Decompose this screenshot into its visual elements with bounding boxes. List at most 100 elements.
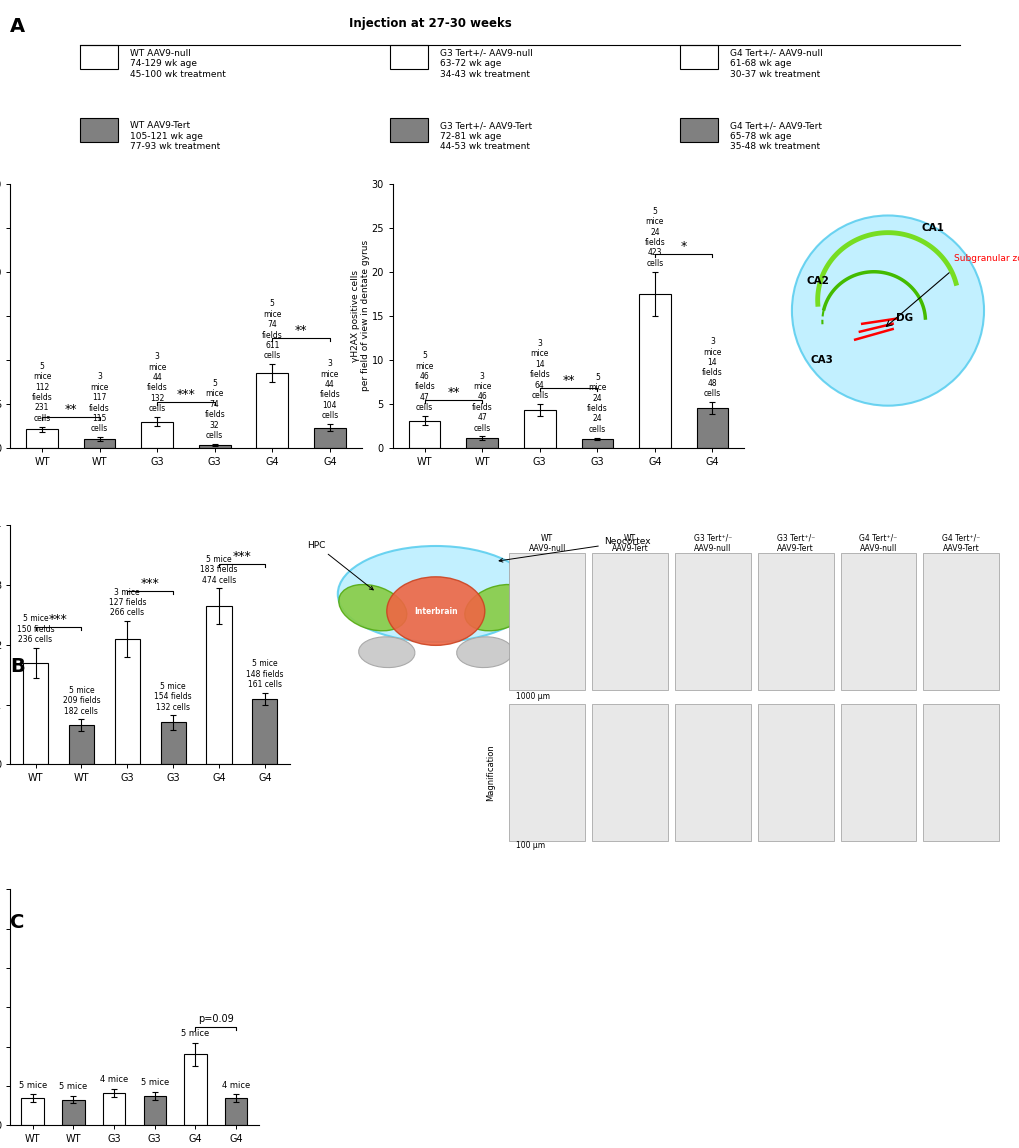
Text: 1000 μm: 1000 μm	[516, 692, 550, 701]
FancyBboxPatch shape	[680, 118, 717, 141]
Text: 5 mice: 5 mice	[18, 1080, 47, 1089]
Text: ***: ***	[141, 577, 159, 590]
Ellipse shape	[359, 637, 415, 668]
Text: 3
mice
117
fields
115
cells: 3 mice 117 fields 115 cells	[89, 372, 110, 434]
Text: ***: ***	[49, 613, 68, 626]
FancyBboxPatch shape	[675, 553, 750, 690]
Bar	[206, 606, 231, 765]
Text: Subgranular zone: Subgranular zone	[953, 254, 1019, 263]
Text: Injection at 27-30 weeks: Injection at 27-30 weeks	[348, 16, 511, 30]
Bar	[696, 409, 728, 448]
Text: CA2: CA2	[805, 277, 828, 286]
Text: **: **	[64, 403, 77, 417]
Text: G4 Tert⁺/⁻
AAV9-Tert: G4 Tert⁺/⁻ AAV9-Tert	[942, 534, 979, 553]
Text: 5 mice
148 fields
161 cells: 5 mice 148 fields 161 cells	[246, 659, 283, 689]
Bar	[142, 421, 173, 448]
Y-axis label: γH2AX positive cells
per field of view in dentate gyrus: γH2AX positive cells per field of view i…	[351, 240, 370, 391]
Bar	[144, 1095, 166, 1125]
Text: C: C	[10, 913, 24, 932]
FancyBboxPatch shape	[592, 704, 667, 840]
Text: Neocortex: Neocortex	[498, 537, 650, 563]
FancyBboxPatch shape	[840, 553, 915, 690]
Bar	[160, 722, 185, 765]
Text: G3 Tert⁺/⁻
AAV9-Tert: G3 Tert⁺/⁻ AAV9-Tert	[775, 534, 814, 553]
Bar	[466, 439, 497, 448]
FancyBboxPatch shape	[508, 553, 585, 690]
Text: 30-37 wk treatment: 30-37 wk treatment	[730, 70, 819, 78]
Text: Interbrain: Interbrain	[414, 606, 458, 615]
Bar	[68, 726, 94, 765]
Bar	[409, 420, 440, 448]
Bar	[524, 410, 555, 448]
FancyBboxPatch shape	[922, 704, 999, 840]
Text: CA3: CA3	[810, 356, 833, 365]
Bar	[224, 1099, 247, 1125]
Text: 4 mice: 4 mice	[100, 1076, 128, 1084]
Ellipse shape	[386, 576, 484, 645]
Text: **: **	[561, 374, 575, 387]
Text: G3 Tert+/- AAV9-Tert: G3 Tert+/- AAV9-Tert	[439, 122, 532, 131]
Text: WT AAV9-null: WT AAV9-null	[130, 48, 191, 57]
Text: 44-53 wk treatment: 44-53 wk treatment	[439, 142, 530, 152]
FancyBboxPatch shape	[389, 118, 428, 141]
Text: DG: DG	[895, 313, 912, 323]
Text: WT
AAV9-Tert: WT AAV9-Tert	[611, 534, 648, 553]
FancyBboxPatch shape	[81, 118, 118, 141]
Text: 61-68 wk age: 61-68 wk age	[730, 60, 791, 68]
Text: 5
mice
74
fields
611
cells: 5 mice 74 fields 611 cells	[262, 300, 282, 360]
FancyBboxPatch shape	[592, 553, 667, 690]
Text: 5 mice: 5 mice	[59, 1081, 88, 1091]
Text: 72-81 wk age: 72-81 wk age	[439, 132, 501, 141]
Bar	[199, 445, 230, 448]
Bar	[314, 428, 345, 448]
Text: 45-100 wk treatment: 45-100 wk treatment	[130, 70, 226, 78]
Text: A: A	[10, 17, 25, 37]
Text: G4 Tert⁺/⁻
AAV9-null: G4 Tert⁺/⁻ AAV9-null	[859, 534, 897, 553]
Text: 34-43 wk treatment: 34-43 wk treatment	[439, 70, 530, 78]
Text: *: *	[680, 240, 686, 254]
FancyBboxPatch shape	[757, 704, 833, 840]
Text: 65-78 wk age: 65-78 wk age	[730, 132, 791, 141]
Text: HPC: HPC	[308, 541, 373, 590]
FancyBboxPatch shape	[922, 553, 999, 690]
Text: 63-72 wk age: 63-72 wk age	[439, 60, 501, 68]
Text: CA1: CA1	[920, 224, 943, 233]
Bar	[114, 638, 140, 765]
Text: G4 Tert+/- AAV9-Tert: G4 Tert+/- AAV9-Tert	[730, 122, 821, 131]
Bar	[103, 1093, 125, 1125]
Text: 3
mice
44
fields
104
cells: 3 mice 44 fields 104 cells	[319, 359, 340, 420]
Bar	[184, 1054, 207, 1125]
Bar	[26, 429, 58, 448]
Text: Magnification: Magnification	[486, 744, 495, 800]
Text: 3
mice
14
fields
48
cells: 3 mice 14 fields 48 cells	[701, 338, 722, 398]
FancyBboxPatch shape	[757, 553, 833, 690]
Text: p=0.09: p=0.09	[198, 1014, 233, 1024]
Text: 5
mice
24
fields
24
cells: 5 mice 24 fields 24 cells	[586, 373, 607, 434]
FancyBboxPatch shape	[81, 45, 118, 69]
FancyBboxPatch shape	[389, 45, 428, 69]
Text: 3
mice
44
fields
132
cells: 3 mice 44 fields 132 cells	[147, 352, 167, 413]
Text: 5
mice
24
fields
423
cells: 5 mice 24 fields 423 cells	[644, 207, 664, 267]
Ellipse shape	[465, 584, 532, 630]
Bar	[256, 373, 287, 448]
Text: G4 Tert+/- AAV9-null: G4 Tert+/- AAV9-null	[730, 48, 822, 57]
Text: ***: ***	[232, 550, 251, 564]
Text: 77-93 wk treatment: 77-93 wk treatment	[130, 142, 220, 152]
Text: 3
mice
14
fields
64
cells: 3 mice 14 fields 64 cells	[529, 339, 549, 400]
FancyBboxPatch shape	[675, 704, 750, 840]
Bar	[62, 1100, 85, 1125]
Ellipse shape	[791, 216, 983, 405]
Text: 5
mice
46
fields
47
cells: 5 mice 46 fields 47 cells	[414, 351, 435, 412]
Text: 3 mice
127 fields
266 cells: 3 mice 127 fields 266 cells	[108, 588, 146, 618]
Text: 5 mice
150 fields
236 cells: 5 mice 150 fields 236 cells	[16, 614, 54, 644]
Bar	[639, 294, 671, 448]
Bar	[22, 662, 48, 765]
Text: 35-48 wk treatment: 35-48 wk treatment	[730, 142, 819, 152]
Ellipse shape	[337, 546, 533, 642]
Ellipse shape	[338, 584, 407, 630]
Text: WT
AAV9-null: WT AAV9-null	[528, 534, 566, 553]
FancyBboxPatch shape	[840, 704, 915, 840]
Text: 5 mice
154 fields
132 cells: 5 mice 154 fields 132 cells	[154, 682, 192, 712]
Text: G3 Tert+/- AAV9-null: G3 Tert+/- AAV9-null	[439, 48, 532, 57]
Text: G3 Tert⁺/⁻
AAV9-null: G3 Tert⁺/⁻ AAV9-null	[693, 534, 732, 553]
